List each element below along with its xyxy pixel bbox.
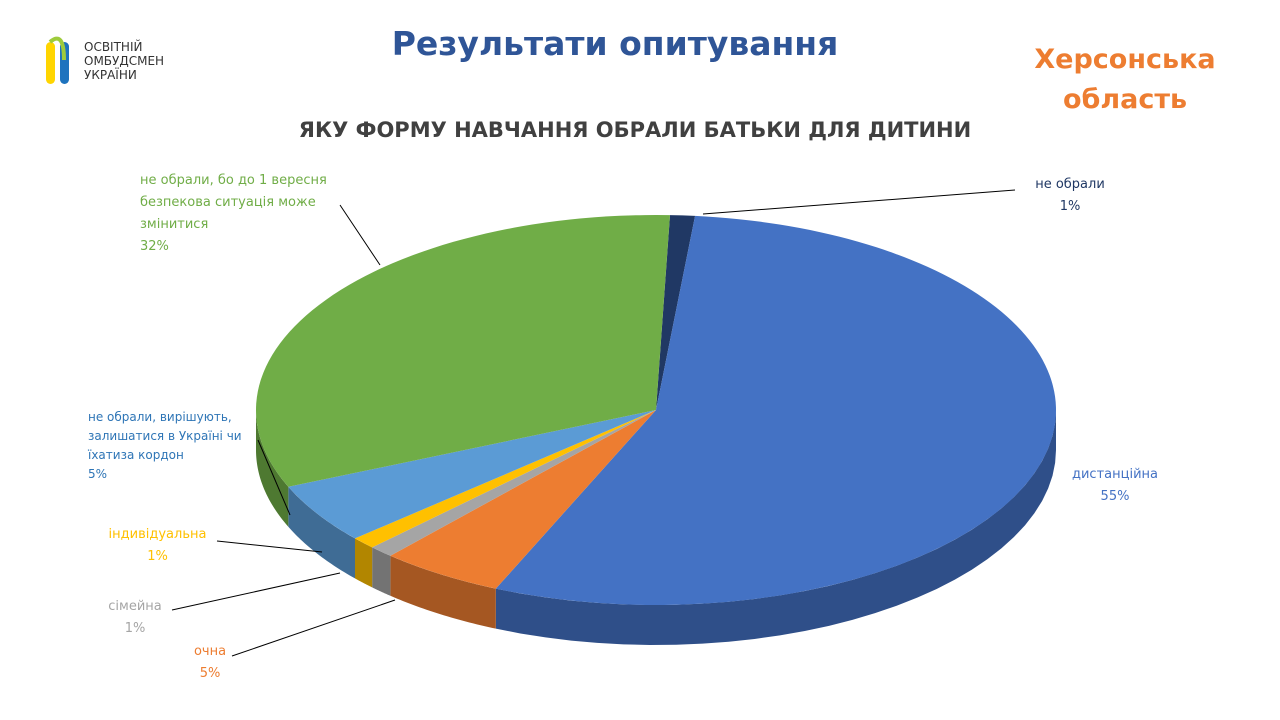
data-label: сімейна 1% — [95, 596, 175, 640]
slice — [255, 215, 670, 487]
category-label: індивідуальна — [108, 527, 207, 542]
value-label: 55% — [1100, 489, 1130, 504]
logo-text: ОСВІТНІЙ ОМБУДСМЕН УКРАЇНИ — [84, 40, 164, 82]
chart-title: ЯКУ ФОРМУ НАВЧАННЯ ОБРАЛИ БАТЬКИ ДЛЯ ДИТ… — [298, 118, 972, 142]
slide-heading: Результати опитування — [391, 24, 839, 63]
logo-line: ОМБУДСМЕН — [84, 54, 165, 68]
logo-icon — [46, 36, 69, 84]
data-label: не обрали 1% — [1010, 174, 1130, 218]
logo-line: УКРАЇНИ — [84, 68, 137, 82]
slice-side — [372, 547, 391, 596]
data-label: не обрали, бо до 1 вересня безпекова сит… — [140, 170, 365, 258]
slice-side — [256, 410, 289, 527]
data-label: не обрали, вирішують, залишатися в Украї… — [88, 408, 263, 484]
category-label: не обрали, вирішують, залишатися в Украї… — [88, 410, 242, 462]
value-label: 1% — [147, 549, 168, 564]
category-label: дистанційна — [1072, 467, 1158, 482]
slice — [390, 410, 656, 589]
slice — [372, 410, 656, 556]
slice-side — [390, 555, 496, 629]
slice — [355, 410, 656, 548]
slice-side — [355, 538, 373, 588]
slice — [495, 215, 1057, 606]
category-label: сімейна — [108, 599, 162, 614]
value-label: 5% — [199, 666, 221, 681]
slice — [656, 215, 696, 410]
slice-side — [495, 410, 1056, 645]
category-label: не обрали — [1035, 177, 1105, 192]
value-label: 32% — [140, 239, 169, 254]
region: Херсонська область — [1034, 44, 1216, 115]
slice — [288, 410, 656, 539]
logo-line: ОСВІТНІЙ — [84, 40, 143, 54]
slice-side — [288, 486, 356, 579]
category-label: очна — [193, 644, 227, 659]
pie — [255, 215, 1057, 645]
data-label: очна 5% — [175, 641, 245, 685]
category-label: не обрали, бо до 1 вересня безпекова сит… — [140, 173, 327, 232]
value-label: 1% — [124, 621, 146, 636]
data-label: індивідуальна 1% — [95, 524, 220, 568]
value-label: 1% — [1059, 199, 1081, 214]
value-label: 5% — [88, 467, 108, 481]
data-label: дистанційна 55% — [1055, 464, 1175, 508]
leader-lines — [171, 189, 1016, 657]
